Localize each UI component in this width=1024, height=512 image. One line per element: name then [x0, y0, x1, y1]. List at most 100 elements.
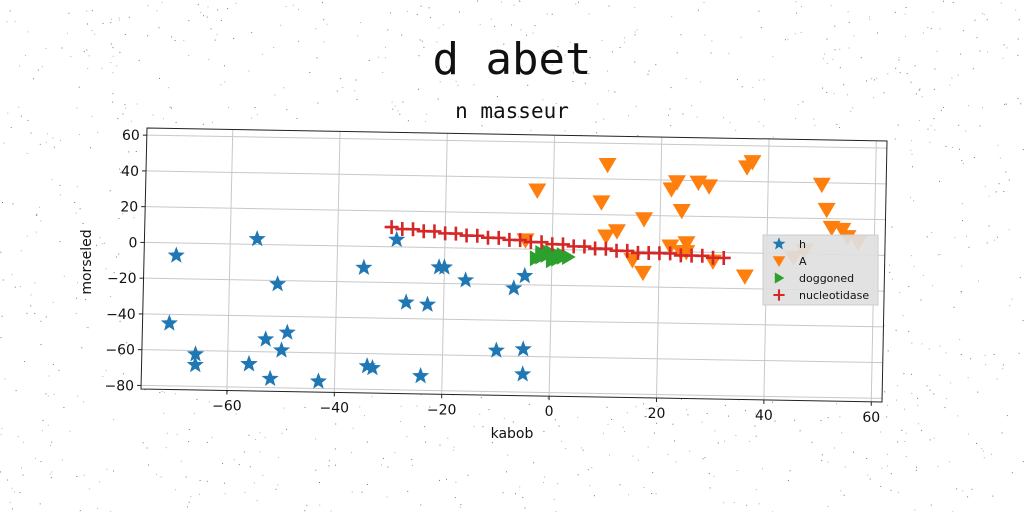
x-gridline: [655, 137, 663, 399]
figure-title: d abet: [432, 34, 592, 85]
data-point: [491, 230, 506, 245]
data-point: [516, 266, 534, 284]
data-point: [419, 295, 437, 312]
x-gridline: [333, 131, 341, 393]
data-point: [397, 293, 415, 310]
data-point: [577, 239, 592, 254]
data-point: [700, 179, 719, 195]
data-point: [817, 202, 836, 219]
data-point: [273, 341, 291, 358]
data-point: [309, 372, 327, 389]
data-point: [598, 241, 613, 256]
legend-entry: nucleotidase: [773, 289, 869, 302]
x-tick-label: −60: [212, 399, 242, 415]
data-point: [358, 357, 376, 374]
series-2: [529, 243, 576, 269]
x-tick-label: 20: [648, 406, 666, 422]
legend-label: nucleotidase: [799, 289, 869, 302]
data-point: [663, 246, 678, 261]
data-point: [556, 247, 571, 264]
data-point: [355, 258, 373, 275]
data-point: [695, 248, 710, 263]
data-point: [363, 359, 381, 376]
y-axis-label: morseled: [79, 229, 95, 294]
data-point: [607, 224, 626, 240]
y-tick-label: 0: [128, 235, 137, 251]
legend-marker: [773, 289, 785, 301]
data-point: [667, 175, 686, 191]
data-point: [633, 265, 652, 282]
data-point: [597, 229, 616, 245]
data-point: [716, 250, 731, 265]
x-axis-label: kabob: [491, 426, 534, 442]
data-point: [186, 355, 204, 373]
legend-marker: [772, 256, 786, 267]
x-tick-label: −40: [320, 400, 350, 416]
y-gridline: [145, 206, 886, 221]
data-point: [487, 341, 505, 358]
y-tick-label: 60: [122, 128, 140, 144]
y-gridline: [141, 349, 883, 364]
data-point: [505, 279, 523, 296]
y-tick-label: 40: [121, 164, 139, 180]
x-tick-label: −20: [427, 402, 457, 418]
data-point: [592, 195, 611, 211]
data-point: [257, 330, 275, 347]
data-point: [186, 345, 205, 362]
data-point: [261, 369, 279, 386]
data-point: [167, 246, 185, 263]
data-point: [677, 236, 696, 252]
legend-marker: [774, 272, 785, 284]
plot-area: [141, 128, 887, 402]
data-point: [384, 220, 399, 235]
x-tick-label: 0: [545, 404, 554, 420]
series-3: [384, 220, 731, 265]
y-tick-label: −40: [106, 307, 136, 323]
legend-entry: A: [772, 255, 807, 268]
legend-entry: doggoned: [774, 272, 854, 285]
data-point: [672, 203, 691, 220]
data-point: [598, 157, 617, 174]
legend-marker: [772, 237, 786, 250]
data-point: [406, 222, 421, 237]
data-point: [470, 228, 485, 243]
plot-border: [140, 127, 888, 403]
x-tick-label: 40: [755, 408, 773, 424]
y-gridline: [146, 170, 887, 185]
data-point: [514, 365, 532, 382]
data-point: [635, 212, 654, 228]
data-point: [240, 355, 258, 372]
y-gridline: [141, 384, 883, 399]
y-gridline: [142, 313, 884, 328]
legend-label: A: [799, 255, 807, 268]
data-point: [160, 314, 178, 331]
data-point: [457, 271, 475, 288]
data-point: [278, 323, 296, 340]
data-point: [388, 230, 406, 247]
y-tick-label: −80: [105, 378, 135, 394]
data-point: [248, 230, 266, 247]
series-0: [160, 230, 534, 389]
data-point: [513, 233, 528, 248]
legend-label: h: [799, 238, 806, 251]
data-point: [427, 224, 442, 239]
y-gridline: [146, 134, 887, 149]
data-point: [514, 340, 532, 357]
data-point: [743, 155, 762, 171]
data-point: [435, 258, 453, 275]
data-point: [448, 226, 463, 241]
y-gridline: [144, 241, 885, 256]
legend-label: doggoned: [799, 272, 854, 285]
y-tick-label: −20: [107, 271, 137, 287]
data-point: [812, 177, 831, 194]
data-point: [528, 183, 547, 199]
x-tick-label: 60: [862, 410, 880, 426]
data-point: [735, 269, 754, 285]
x-gridline: [226, 129, 234, 391]
legend-entry: h: [772, 237, 806, 251]
data-point: [540, 243, 555, 260]
data-point: [620, 243, 635, 258]
data-point: [534, 235, 549, 250]
